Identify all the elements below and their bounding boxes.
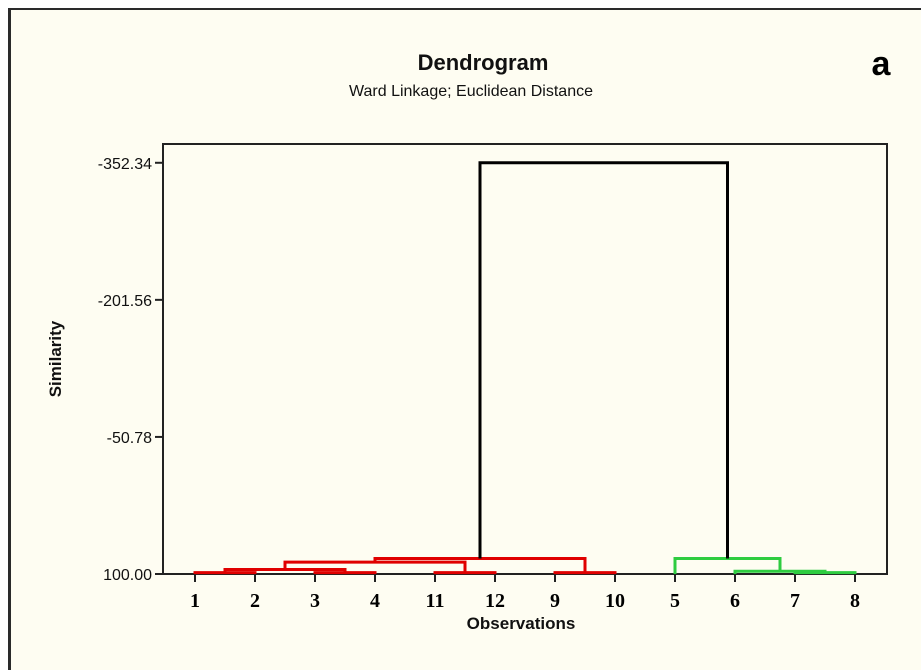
dendrogram-link-m8 (283, 560, 467, 573)
y-tick-label: -201.56 (98, 293, 152, 310)
y-axis-label: Similarity (46, 320, 65, 397)
x-tick-label: 10 (605, 590, 625, 612)
x-tick-label: 9 (550, 590, 560, 612)
dendrogram-chart: Dendrogram Ward Linkage; Euclidean Dista… (46, 45, 892, 633)
x-axis-label: Observations (467, 614, 576, 633)
dendrogram-links (193, 161, 857, 575)
panel-label: a (872, 45, 892, 83)
dendrogram-link-m4 (553, 571, 617, 575)
dendrogram-link-m6 (223, 567, 347, 573)
y-tick-label: -50.78 (107, 430, 152, 447)
x-tick-label: 1 (190, 590, 200, 612)
x-tick-label: 8 (850, 590, 860, 612)
x-tick-label: 11 (426, 590, 445, 612)
chart-title: Dendrogram (418, 50, 549, 75)
x-tick-label: 3 (310, 590, 320, 612)
dendrogram-link-m9 (373, 557, 587, 573)
chart-subtitle: Ward Linkage; Euclidean Distance (349, 83, 593, 100)
plot-area-border (162, 143, 888, 575)
y-axis: -352.34 -201.56 -50.78 100.00 (98, 156, 163, 584)
dendrogram-link-m7 (733, 569, 827, 574)
x-tick-label: 5 (670, 590, 680, 612)
dendrogram-link-m3 (433, 571, 497, 575)
dendrogram-link-m1 (193, 571, 257, 575)
dendrogram-link-m5 (793, 571, 857, 575)
x-axis: 1 2 3 4 11 12 9 10 5 6 7 8 (190, 574, 860, 612)
x-tick-label: 7 (790, 590, 800, 612)
y-tick-label: -352.34 (98, 156, 152, 173)
x-tick-label: 12 (485, 590, 505, 612)
x-tick-label: 4 (370, 590, 380, 612)
x-tick-label: 2 (250, 590, 260, 612)
dendrogram-link-m2 (313, 571, 377, 575)
y-tick-label: 100.00 (103, 567, 152, 584)
dendrogram-link-m11 (478, 161, 729, 559)
x-tick-label: 6 (730, 590, 740, 612)
chart-frame: Dendrogram Ward Linkage; Euclidean Dista… (8, 8, 921, 670)
